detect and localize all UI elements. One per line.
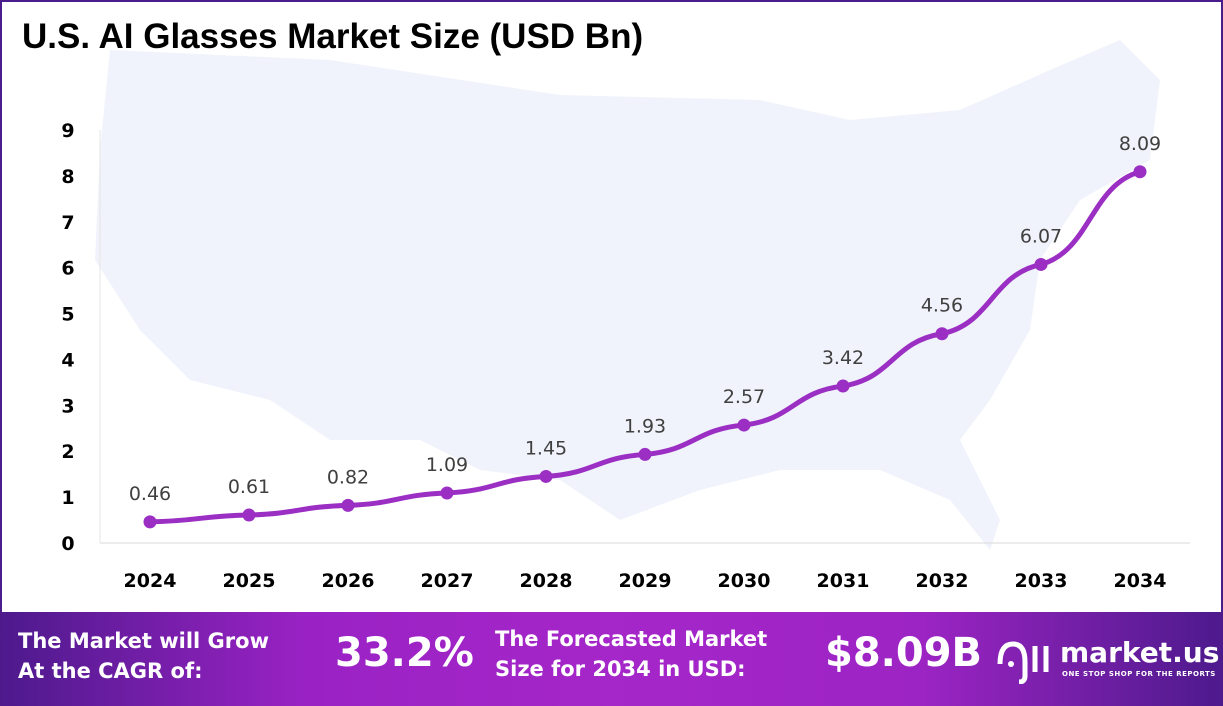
data-point [341, 498, 355, 512]
data-label: 0.61 [228, 476, 270, 498]
line-chart: 0 1 2 3 4 5 6 7 8 9 2024 2025 2026 2027 2028 2029 2030 20… [22, 17, 1190, 592]
y-tick-label: 6 [61, 258, 74, 280]
chart-title: U.S. AI Glasses Market Size (USD Bn) [22, 17, 643, 56]
data-label: 4.56 [921, 295, 963, 317]
data-label: 1.09 [426, 454, 468, 476]
x-tick-label: 2026 [322, 570, 375, 592]
x-tick-label: 2030 [718, 570, 771, 592]
data-label: 0.46 [129, 483, 171, 505]
x-tick-label: 2025 [223, 570, 276, 592]
us-map-background [95, 40, 1160, 550]
data-label: 1.93 [624, 415, 666, 437]
data-point [1133, 165, 1147, 179]
cagr-label-line2: At the CAGR of: [18, 659, 203, 683]
y-tick-label: 2 [61, 441, 74, 463]
x-tick-label: 2031 [817, 570, 870, 592]
data-label: 3.42 [822, 347, 864, 369]
data-label: 8.09 [1119, 133, 1161, 155]
forecast-label-line1: The Forecasted Market [495, 627, 768, 651]
x-tick-label: 2029 [619, 570, 672, 592]
data-label: 6.07 [1020, 225, 1062, 247]
market-us-logo-icon [997, 641, 1049, 684]
logo-text: market.us [1060, 636, 1220, 669]
data-label: 1.45 [525, 437, 567, 459]
forecast-label: The Forecasted Market Size for 2034 in U… [495, 624, 767, 684]
forecast-value: $8.09B [825, 630, 983, 676]
data-label: 0.82 [327, 466, 369, 488]
logo-tagline: ONE STOP SHOP FOR THE REPORTS [1062, 670, 1216, 678]
x-tick-label: 2024 [124, 570, 177, 592]
series-line [147, 169, 1143, 525]
y-tick-label: 4 [61, 349, 74, 371]
x-tick-label: 2028 [520, 570, 573, 592]
summary-banner: The Market will Grow At the CAGR of: 33.… [0, 612, 1223, 706]
data-point [539, 469, 553, 483]
data-point [638, 447, 652, 461]
x-tick-label: 2027 [421, 570, 474, 592]
x-tick-label: 2033 [1015, 570, 1068, 592]
y-tick-label: 7 [61, 212, 74, 234]
y-tick-label: 0 [61, 533, 74, 555]
x-tick-label: 2032 [916, 570, 969, 592]
data-point [935, 327, 949, 341]
data-point [242, 508, 256, 522]
y-tick-label: 5 [61, 304, 74, 326]
data-point [836, 379, 850, 393]
cagr-value: 33.2% [335, 630, 474, 676]
data-point [440, 486, 454, 500]
data-label: 2.57 [723, 386, 765, 408]
x-tick-label: 2034 [1114, 570, 1167, 592]
y-tick-label: 3 [61, 395, 74, 417]
data-point [143, 515, 157, 529]
y-tick-label: 9 [61, 120, 74, 142]
cagr-label-line1: The Market will Grow [18, 629, 269, 653]
y-tick-label: 8 [61, 166, 74, 188]
data-point [737, 418, 751, 432]
cagr-label: The Market will Grow At the CAGR of: [18, 626, 269, 686]
y-tick-label: 1 [61, 487, 74, 509]
forecast-label-line2: Size for 2034 in USD: [495, 657, 746, 681]
data-point [1034, 257, 1048, 271]
